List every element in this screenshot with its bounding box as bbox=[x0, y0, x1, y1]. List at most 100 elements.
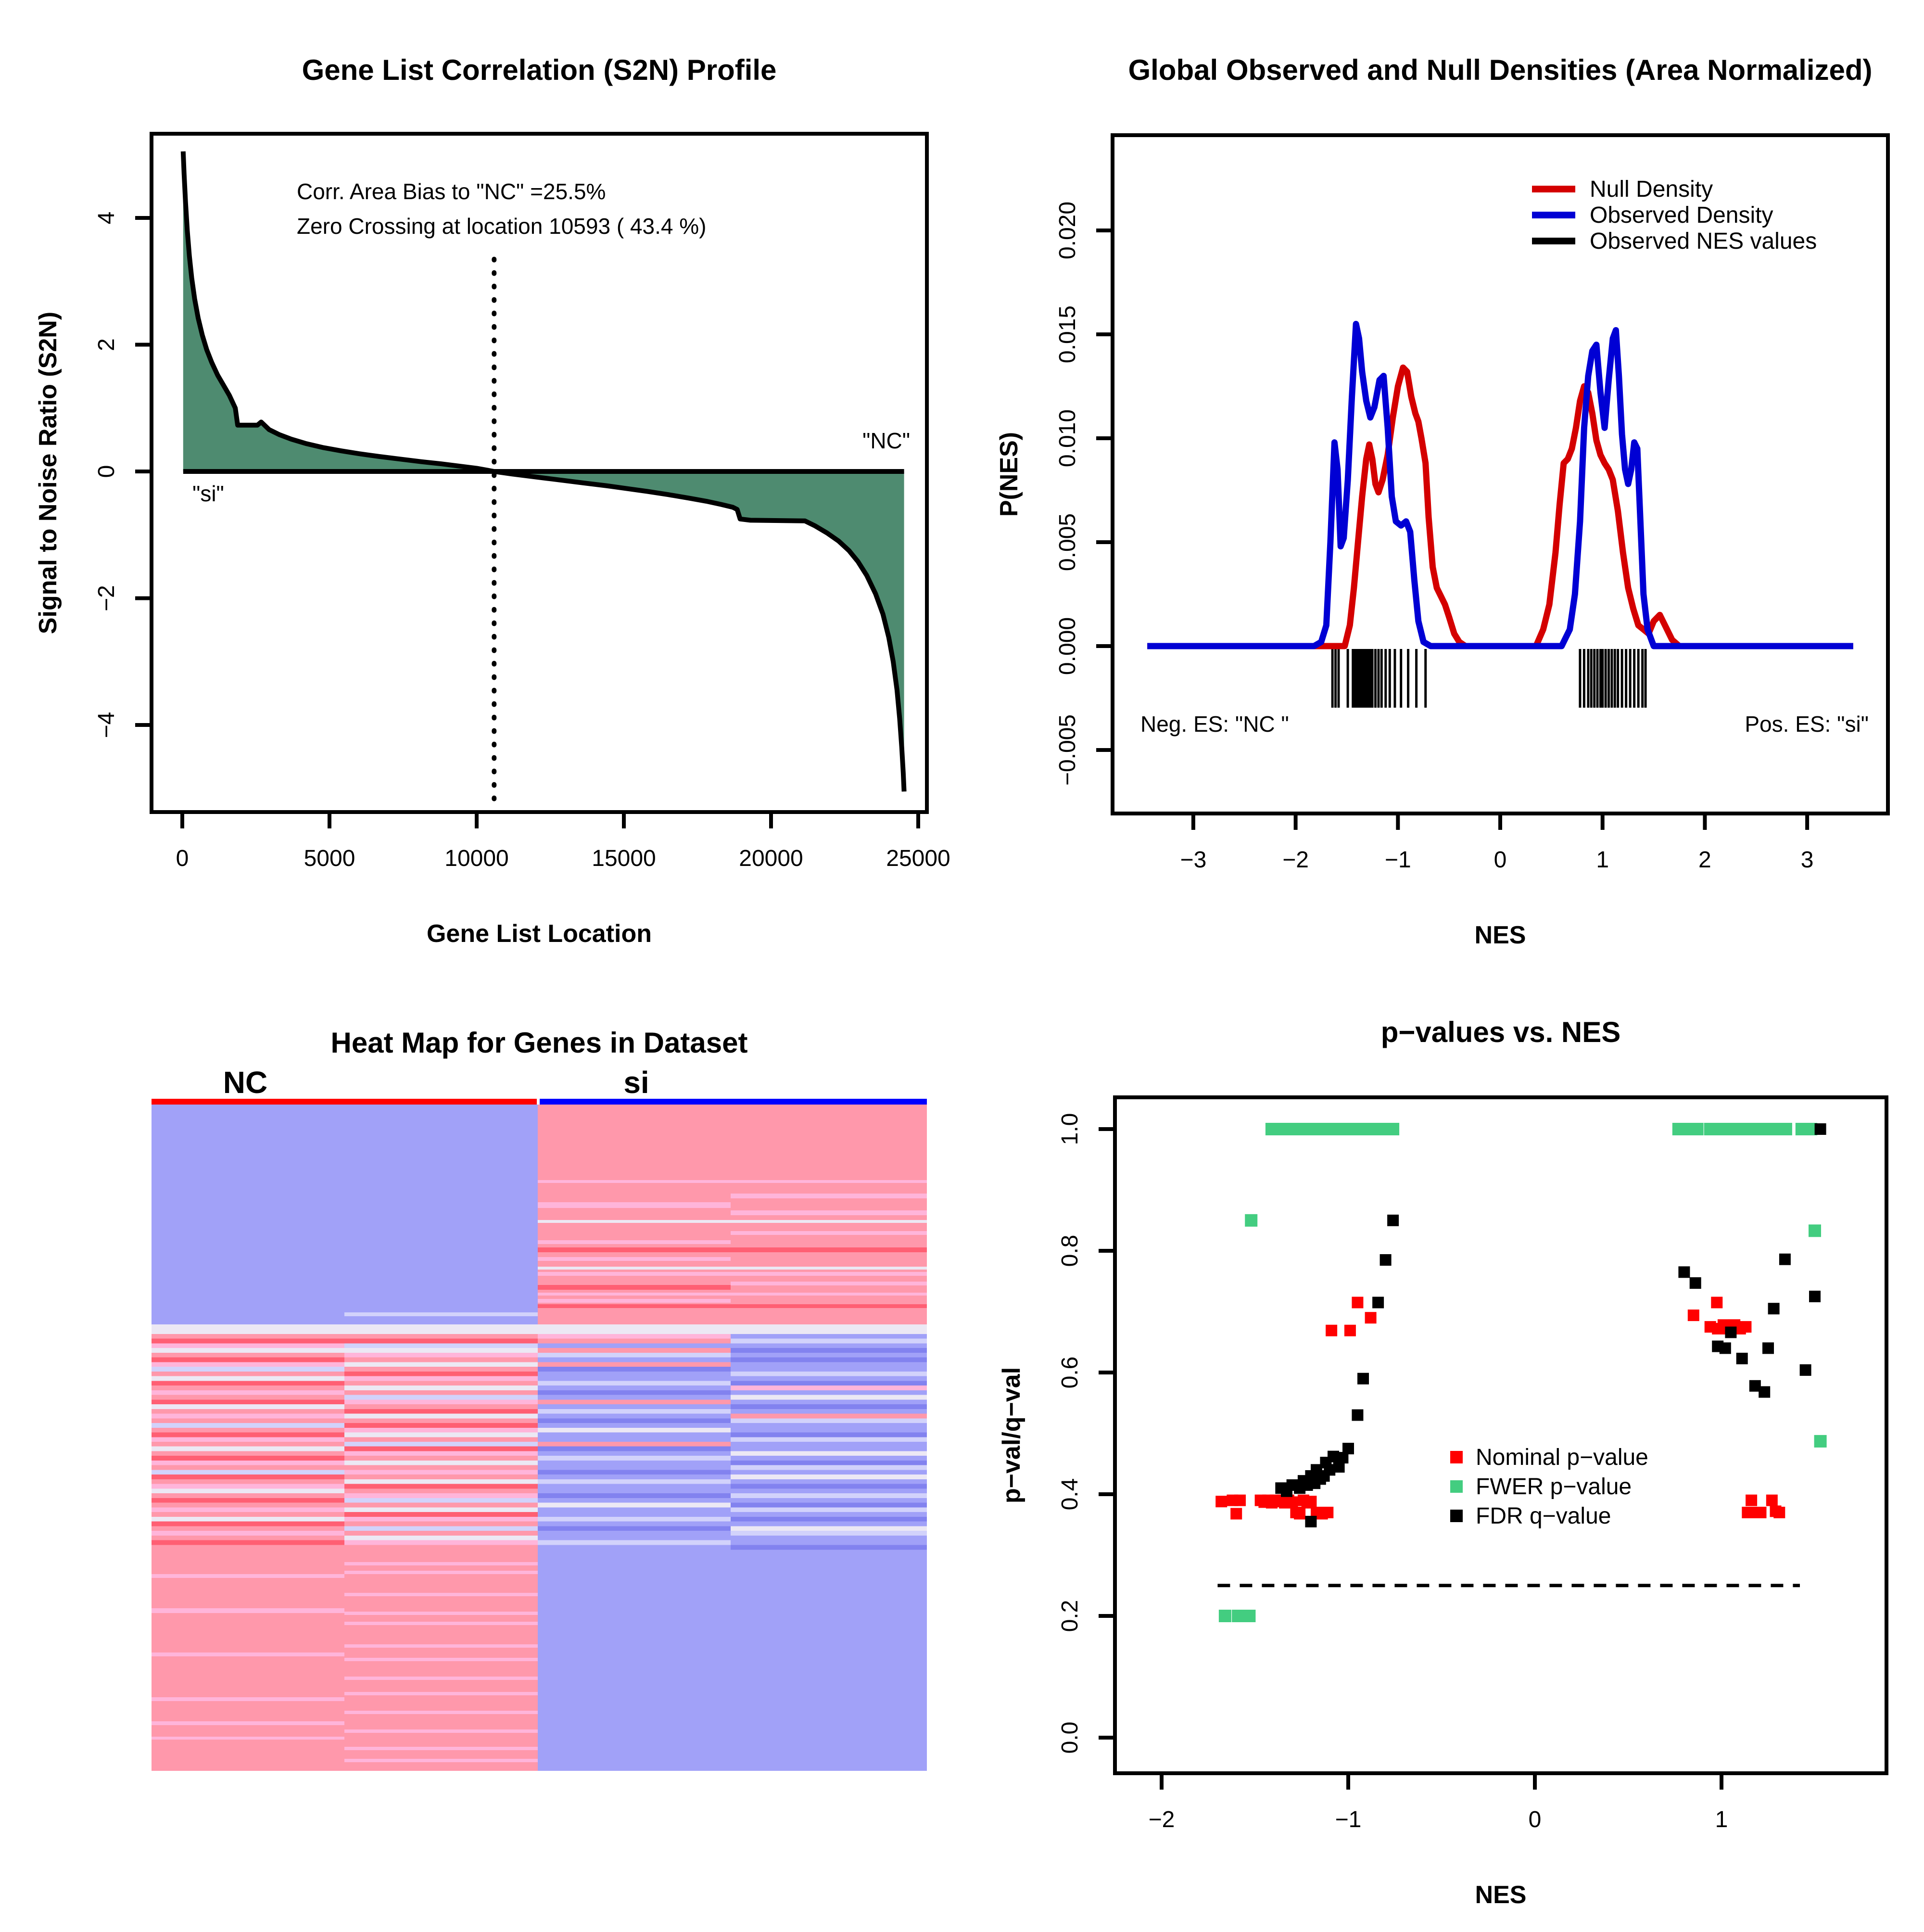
heatmap-row-cell bbox=[344, 1498, 538, 1503]
y-tick-label: 0 bbox=[94, 465, 119, 478]
heatmap-row-cell bbox=[344, 1526, 538, 1531]
heatmap-stripe bbox=[344, 1658, 538, 1661]
y-axis-title: Signal to Noise Ratio (S2N) bbox=[34, 312, 62, 634]
heatmap-row-cell bbox=[344, 1381, 538, 1386]
heatmap-stripe bbox=[538, 1285, 731, 1290]
data-point bbox=[1243, 1610, 1256, 1622]
data-point bbox=[1305, 1515, 1317, 1527]
data-point bbox=[1215, 1496, 1228, 1508]
heatmap-stripe bbox=[731, 1282, 927, 1285]
data-point bbox=[1365, 1312, 1377, 1324]
observed-nes-rug bbox=[1331, 649, 1647, 708]
panel-title: Heat Map for Genes in Dataset bbox=[331, 1027, 748, 1059]
data-point bbox=[1691, 1123, 1704, 1135]
heatmap-row-cell bbox=[344, 1348, 538, 1353]
heatmap-row-cell bbox=[538, 1451, 731, 1456]
y-axis: −0.005 0.000 0.005 0.010 0.015 0.020 P(NES) bbox=[995, 202, 1113, 786]
heatmap-row-cell bbox=[152, 1385, 344, 1391]
heatmap-row-cell bbox=[152, 1507, 344, 1513]
heatmap-row-cell bbox=[344, 1338, 538, 1344]
heatmap-row-cell bbox=[538, 1446, 731, 1451]
heatmap-row-cell bbox=[344, 1371, 538, 1377]
heatmap-row-cell bbox=[152, 1423, 344, 1428]
heatmap-row-cell bbox=[538, 1512, 731, 1517]
heatmap-row-cell bbox=[538, 1470, 731, 1475]
y-axis-title: P(NES) bbox=[995, 432, 1023, 517]
x-tick-label: 20000 bbox=[739, 846, 803, 871]
heatmap-row-cell bbox=[731, 1338, 927, 1344]
heatmap-row-cell bbox=[152, 1484, 344, 1489]
data-point bbox=[1234, 1494, 1246, 1506]
data-point bbox=[1230, 1508, 1242, 1520]
heatmap-row-cell bbox=[538, 1507, 731, 1513]
heatmap-row-cell bbox=[152, 1465, 344, 1470]
heatmap-row-cell bbox=[152, 1334, 344, 1339]
heatmap-stripe bbox=[152, 1608, 344, 1613]
data-point bbox=[1387, 1123, 1400, 1135]
heatmap-row-cell bbox=[344, 1418, 538, 1424]
heatmap-row-cell bbox=[731, 1470, 927, 1475]
data-point bbox=[1762, 1342, 1774, 1354]
heatmap-row-cell bbox=[538, 1427, 731, 1433]
plot-frame bbox=[1113, 1095, 1888, 1775]
heatmap-stripe bbox=[538, 1299, 731, 1303]
heatmap-row-cell bbox=[152, 1535, 344, 1541]
heatmap-block bbox=[538, 1105, 731, 1324]
heatmap-row-cell bbox=[538, 1385, 731, 1391]
heatmap-row-cell bbox=[344, 1493, 538, 1499]
heatmap-row-cell bbox=[152, 1348, 344, 1353]
heatmap-row-cell bbox=[344, 1353, 538, 1358]
x-tick-label: 5000 bbox=[304, 846, 355, 871]
heatmap-stripe bbox=[152, 1737, 344, 1740]
y-axis: 0.0 0.2 0.4 0.6 0.8 1.0 p−val/q−val bbox=[998, 1113, 1115, 1754]
heatmap-row-cell bbox=[731, 1390, 927, 1396]
heatmap-row-cell bbox=[344, 1390, 538, 1396]
class-label: si bbox=[623, 1065, 649, 1100]
heatmap-row-cell bbox=[344, 1343, 538, 1348]
y-tick-label: −0.005 bbox=[1055, 714, 1080, 786]
heatmap-row-cell bbox=[344, 1512, 538, 1517]
heatmap-row-cell bbox=[538, 1493, 731, 1499]
heatmap-row-cell bbox=[731, 1531, 927, 1536]
data-point bbox=[1322, 1507, 1334, 1518]
heatmap-row-cell bbox=[152, 1502, 344, 1508]
heatmap-row-cell bbox=[538, 1418, 731, 1424]
heatmap-row-cell bbox=[344, 1474, 538, 1480]
heatmap-row-cell bbox=[538, 1545, 731, 1550]
x-tick-label: −3 bbox=[1180, 847, 1207, 873]
data-point bbox=[1755, 1507, 1767, 1518]
heatmap-stripe bbox=[731, 1180, 927, 1183]
legend-label: Nominal p−value bbox=[1476, 1445, 1648, 1470]
data-point bbox=[1768, 1303, 1780, 1315]
heatmap-row-cell bbox=[152, 1540, 344, 1545]
data-point bbox=[1779, 1253, 1791, 1265]
heatmap-row-cell bbox=[731, 1367, 927, 1372]
legend-label: Observed NES values bbox=[1590, 229, 1817, 254]
heatmap-row-cell bbox=[344, 1376, 538, 1381]
heatmap-row-cell bbox=[344, 1535, 538, 1541]
heatmap-row-cell bbox=[731, 1432, 927, 1437]
heatmap-row-cell bbox=[344, 1385, 538, 1391]
heatmap-row-cell bbox=[344, 1540, 538, 1545]
heatmap-row-cell bbox=[152, 1362, 344, 1367]
heatmap-row-cell bbox=[152, 1376, 344, 1381]
heatmap-stripe bbox=[538, 1267, 731, 1270]
heatmap-row-cell bbox=[731, 1474, 927, 1480]
heatmap-stripe bbox=[731, 1293, 927, 1296]
es-side-label: Pos. ES: "si" bbox=[1745, 712, 1869, 737]
heatmap-row-cell bbox=[344, 1404, 538, 1410]
s2n-curve bbox=[180, 151, 907, 792]
heatmap-row-cell bbox=[152, 1353, 344, 1358]
fwer-pvalue-points bbox=[1218, 1123, 1827, 1622]
heatmap-row-cell bbox=[538, 1395, 731, 1400]
heatmap-row-cell bbox=[538, 1343, 731, 1348]
legend-square-swatch bbox=[1450, 1510, 1463, 1522]
heatmap-block bbox=[152, 1550, 344, 1771]
heatmap-row-cell bbox=[538, 1540, 731, 1545]
s2n-profile-plot: Gene List Correlation (S2N) Profile 0 5000… bbox=[34, 54, 950, 948]
es-side-label: Neg. ES: "NC " bbox=[1140, 712, 1289, 737]
panel-title: Global Observed and Null Densities (Area… bbox=[1128, 54, 1872, 86]
heatmap-plot: Heat Map for Genes in Dataset NC si bbox=[152, 1027, 927, 1771]
y-tick-label: 0.010 bbox=[1055, 409, 1080, 467]
